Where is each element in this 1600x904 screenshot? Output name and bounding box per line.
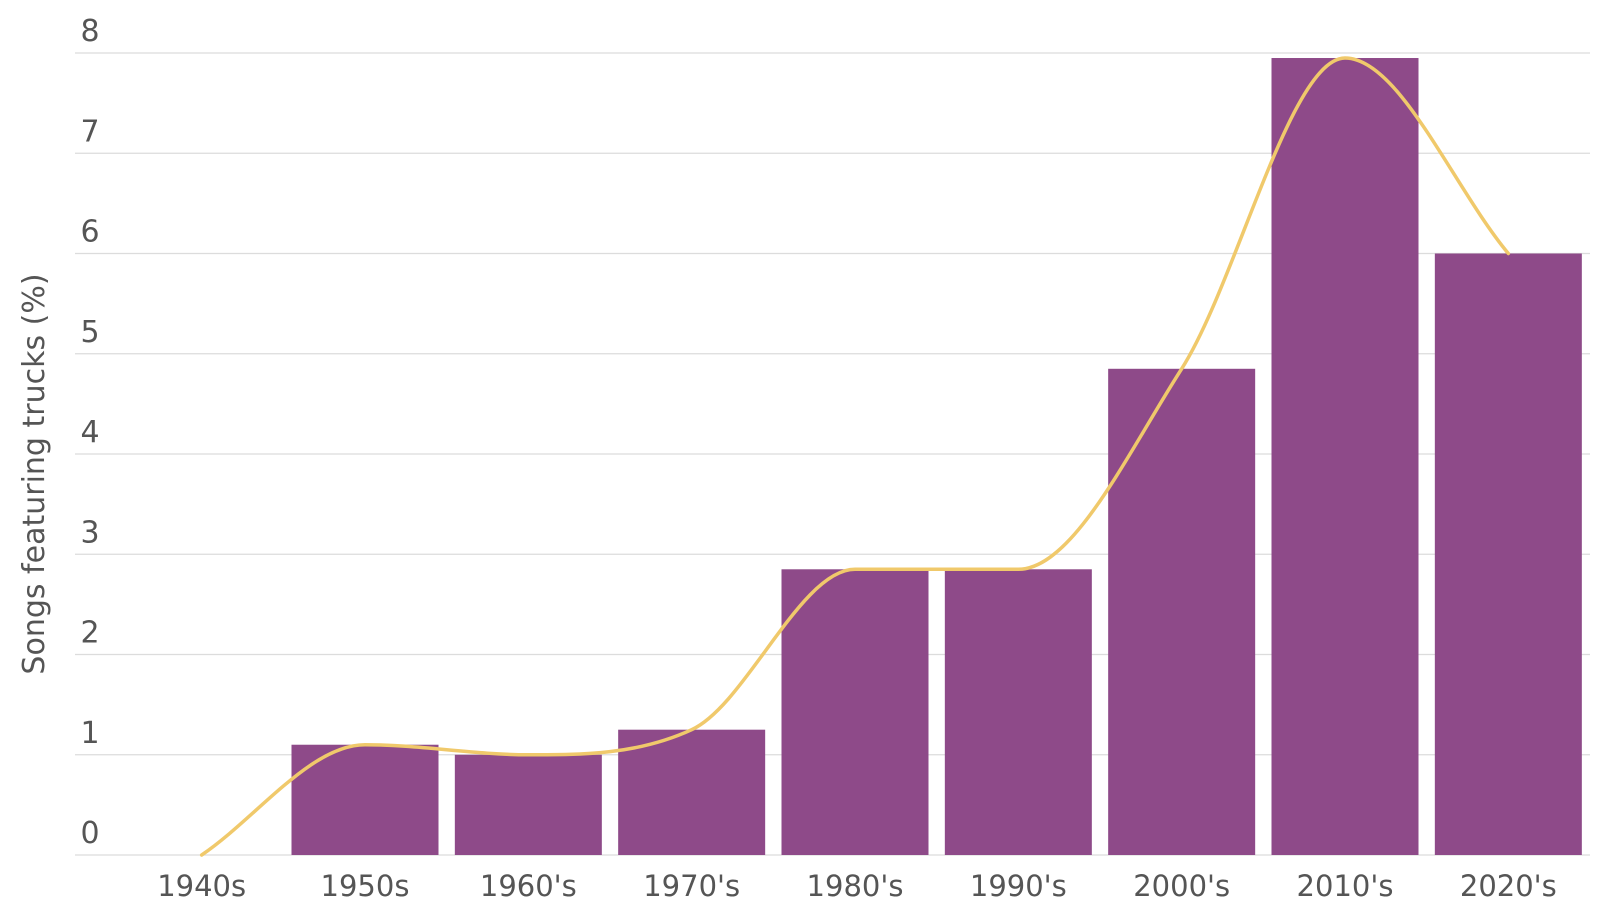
bar-2010's — [1271, 58, 1419, 855]
trend-line — [199, 56, 1511, 857]
bar-1970's — [618, 729, 766, 855]
y-tick-label: 3 — [80, 515, 99, 550]
bar-1960's — [454, 754, 602, 855]
x-tick-label: 1980's — [807, 869, 904, 900]
x-tick-label: 2000's — [1133, 869, 1230, 900]
x-tick-label: 1950s — [321, 869, 410, 900]
y-tick-label: 4 — [80, 415, 99, 450]
x-tick-label: 1990's — [970, 869, 1067, 900]
y-tick-label: 6 — [80, 215, 99, 250]
y-tick-label: 0 — [80, 816, 99, 851]
y-tick-label: 2 — [80, 616, 99, 651]
y-tick-label: 5 — [80, 315, 99, 350]
x-tick-label: 2010's — [1297, 869, 1394, 900]
bar-2000's — [1108, 368, 1256, 855]
x-tick-label: 2020's — [1460, 869, 1557, 900]
y-axis-ticks: 0 1 2 3 4 5 6 7 8 — [80, 14, 99, 851]
x-tick-label: 1940s — [157, 869, 246, 900]
y-tick-label: 7 — [80, 114, 99, 149]
bars — [291, 58, 1582, 855]
y-axis-label: Songs featuring trucks (%) — [17, 273, 52, 674]
x-tick-label: 1960's — [480, 869, 577, 900]
y-tick-label: 1 — [80, 716, 99, 751]
bar-2020's — [1434, 253, 1582, 855]
x-tick-label: 1970's — [643, 869, 740, 900]
bar-1990's — [944, 569, 1092, 855]
x-axis-ticks: 1940s 1950s 1960's 1970's 1980's 1990's 2000's… — [157, 869, 1557, 903]
bar-1980's — [781, 569, 929, 855]
y-tick-label: 8 — [80, 14, 99, 49]
